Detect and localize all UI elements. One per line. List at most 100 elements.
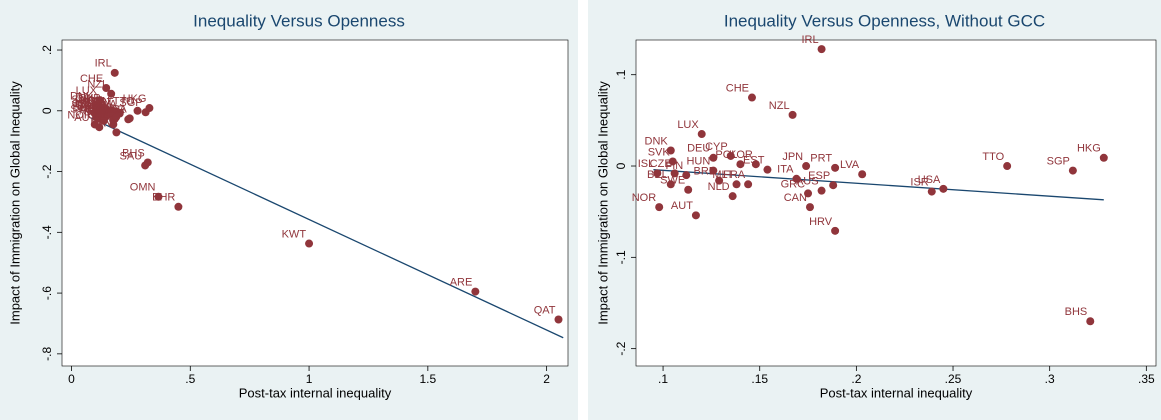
point	[728, 192, 737, 201]
x-tick-label: .25	[945, 372, 962, 386]
point-label: HRV	[90, 117, 114, 129]
point	[1099, 153, 1108, 162]
point	[805, 203, 814, 212]
point-label: NZL	[769, 100, 790, 112]
point-label: NZL	[87, 79, 108, 91]
point	[751, 160, 760, 169]
point	[747, 93, 756, 102]
point-label: BEL	[72, 102, 93, 114]
point	[141, 161, 150, 170]
point	[109, 120, 118, 129]
point	[554, 315, 563, 324]
point-label: SGP	[1047, 155, 1070, 167]
point	[804, 189, 813, 198]
point-label: ISR	[910, 176, 928, 188]
y-tick-label: -.4	[40, 225, 54, 239]
fit-line	[653, 169, 1104, 201]
point	[788, 110, 797, 119]
y-axis-label: Impact of Immigration on Global Inequali…	[7, 81, 22, 325]
x-tick-label: .15	[751, 372, 768, 386]
point-label: AUT	[671, 200, 693, 212]
point-label: LUX	[677, 119, 699, 131]
point-label: ISR	[107, 104, 125, 116]
point-label: NLD	[708, 181, 730, 193]
y-axis-label: Impact of Immigration on Global Inequali…	[595, 81, 610, 325]
point-label: IRL	[95, 58, 112, 70]
point	[125, 114, 134, 123]
point	[174, 202, 183, 211]
x-tick-label: 1	[306, 372, 313, 386]
point	[858, 170, 867, 179]
point-label: AUS	[89, 104, 112, 116]
y-tick-label: -.6	[40, 286, 54, 300]
y-tick-label: .1	[614, 69, 628, 79]
point	[715, 176, 724, 185]
point-label: GRC	[781, 178, 806, 190]
point-label: FRA	[723, 169, 746, 181]
point-label: LUX	[76, 85, 98, 97]
point-label: DEU	[687, 143, 710, 155]
point	[691, 211, 700, 220]
x-axis-label: Post-tax internal inequality	[239, 385, 392, 400]
point-label: SWE	[70, 104, 95, 116]
point	[939, 184, 948, 193]
point-label: NLD	[79, 106, 101, 118]
point-label: DEU	[75, 93, 98, 105]
panel: Inequality Versus Openness 0 .5 1 1.5 2 .2 0 -.2…	[0, 0, 578, 420]
point	[927, 187, 936, 196]
x-tick-label: .35	[1138, 372, 1155, 386]
point-label: SGP	[119, 97, 142, 109]
point	[682, 171, 691, 180]
x-tick-label: .5	[185, 372, 195, 386]
fit-line	[90, 117, 564, 339]
point-label: JPN	[782, 151, 803, 163]
point-label: BHR	[152, 192, 175, 204]
x-tick-label: .3	[1045, 372, 1055, 386]
point	[110, 68, 119, 77]
point-label: AUS	[796, 176, 819, 188]
point-label: USA	[104, 103, 127, 115]
point	[107, 89, 116, 98]
point-label: CHE	[726, 82, 749, 94]
point	[112, 128, 121, 137]
point	[95, 123, 104, 132]
point-label: MLT	[80, 102, 101, 114]
point	[1086, 317, 1095, 326]
chart-title: Inequality Versus Openness	[193, 11, 405, 30]
point-label: BHS	[1065, 306, 1088, 318]
point	[802, 162, 811, 171]
point-label: ISL	[75, 98, 92, 110]
point-label: LVA	[840, 159, 860, 171]
point-label: CZE	[650, 158, 672, 170]
point	[732, 180, 741, 189]
x-axis-label: Post-tax internal inequality	[820, 385, 973, 400]
point-label: JPN	[89, 96, 110, 108]
point-label: BEL	[647, 169, 668, 181]
point-label: ISL	[638, 158, 655, 170]
x-tick-label: .1	[658, 372, 668, 386]
point	[726, 151, 735, 160]
x-tick-label: 2	[543, 372, 550, 386]
point	[99, 116, 108, 125]
point	[792, 174, 801, 183]
point-label: DNK	[645, 135, 669, 147]
point-label: DNK	[70, 91, 94, 103]
point-label: BHS	[122, 147, 145, 159]
point	[471, 287, 480, 296]
point-label: NOR	[632, 192, 657, 204]
point-label: HUN	[75, 97, 99, 109]
y-tick-label: -.1	[614, 250, 628, 264]
point	[133, 106, 142, 115]
point-label: ESP	[808, 170, 830, 182]
point	[817, 45, 826, 54]
point-label: NOR	[67, 109, 92, 121]
point	[666, 146, 675, 155]
y-tick-label: -.8	[40, 347, 54, 361]
point-label: HKG	[123, 93, 147, 105]
point	[697, 130, 706, 139]
plot-area	[61, 39, 569, 367]
point-label: SVK	[648, 146, 671, 158]
point	[709, 166, 718, 175]
y-tick-label: .2	[40, 45, 54, 55]
